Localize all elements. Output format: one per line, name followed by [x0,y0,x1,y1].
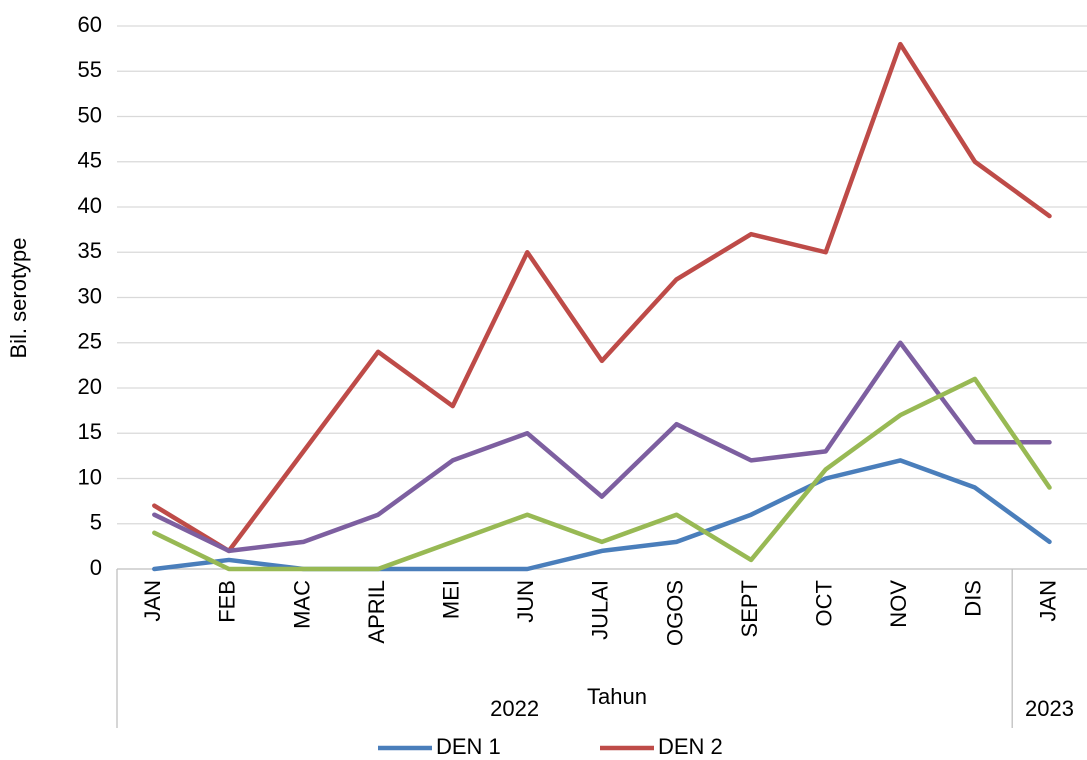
y-tick-label: 5 [90,510,102,535]
x-tick-label: JULAI [588,580,613,640]
y-tick-label: 45 [78,148,102,173]
group-label: 2022 [490,696,539,721]
y-tick-label: 35 [78,238,102,263]
x-tick-label: FEB [215,580,240,623]
y-axis-title: Bil. serotype [6,237,31,358]
y-tick-label: 50 [78,102,102,127]
x-tick-label: NOV [886,580,911,628]
x-tick-label: SEPT [737,580,762,637]
y-tick-label: 30 [78,283,102,308]
y-tick-label: 15 [78,419,102,444]
x-tick-label: DIS [961,580,986,617]
data-line [152,340,1052,554]
x-tick-label: JAN [1035,580,1060,622]
data-line [152,458,1052,572]
x-tick-label: APRIL [364,580,389,644]
y-tick-label: 25 [78,329,102,354]
y-tick-label: 40 [78,193,102,218]
legend-label: DEN 2 [658,734,723,759]
x-axis-title: Tahun [587,684,647,709]
data-line [152,41,1052,554]
x-tick-label: OGOS [662,580,687,646]
x-tick-label: MEI [439,580,464,619]
x-tick-label: MAC [289,580,314,629]
y-tick-label: 10 [78,464,102,489]
x-tick-label: JAN [140,580,165,622]
y-tick-label: 0 [90,555,102,580]
group-label: 2023 [1025,696,1074,721]
x-tick-label: JUN [513,580,538,623]
data-line [152,376,1052,572]
y-tick-label: 20 [78,374,102,399]
y-tick-label: 55 [78,57,102,82]
x-tick-label: OCT [812,580,837,626]
y-tick-label: 60 [78,12,102,37]
legend-label: DEN 1 [436,734,501,759]
